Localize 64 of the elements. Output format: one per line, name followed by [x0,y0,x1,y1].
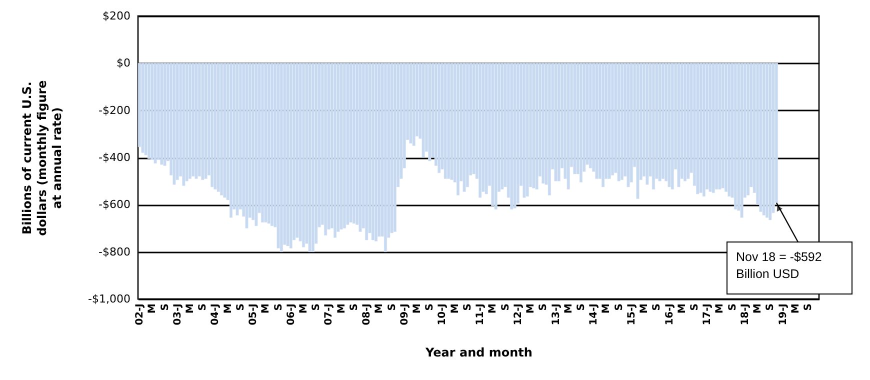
x-tick-label: 06-J [286,304,297,326]
annotation: Nov 18 = -$592 Billion USD [736,250,822,281]
x-tick-label: S [386,304,398,311]
x-tick-label: M [222,303,234,314]
x-tick-label: 07-J [324,304,335,326]
x-tick-label: M [488,303,499,314]
x-tick-label: 09-J [399,304,410,326]
x-tick-label: S [311,304,322,311]
x-tick-label: S [500,304,512,311]
x-tick-label: 03-J [172,304,184,326]
x-tick-label: S [198,304,209,311]
x-tick-label: M [601,303,612,314]
x-tick-label: S [538,304,550,311]
x-tick-label: M [790,303,802,314]
y-tick-label: -$1,000 [88,292,130,306]
x-tick-label: S [576,304,587,311]
x-tick-label: M [336,303,348,314]
y-tick-label: $200 [102,10,130,22]
x-tick-label: 11-J [475,304,486,326]
x-tick-label: 02-J [134,304,146,326]
x-tick-label: M [298,303,310,314]
x-tick-label: M [676,303,688,314]
x-tick-label: 14-J [588,304,600,326]
x-tick-label: M [752,303,764,314]
x-tick-label: S [462,304,474,311]
x-tick-label: 10-J [437,304,448,326]
x-tick-label: 18-J [740,304,751,326]
x-axis-title: Year and month [424,345,532,360]
x-tick-label: M [147,303,158,314]
x-tick-label: S [727,304,738,311]
x-tick-label: S [424,304,436,311]
x-tick-label: S [348,304,360,311]
y-axis-title: Billions of current U.S. dollars (monthly figure at annual rate) [20,80,64,236]
x-tick-label: M [450,303,461,314]
x-tick-label: M [412,303,424,314]
x-tick-label: 17-J [702,304,714,326]
x-tick-label: 19-J [778,304,789,326]
x-tick-label: S [652,304,663,311]
x-tick-label: S [689,304,700,311]
x-tick-label: M [260,303,272,314]
y-tick-label: -$400 [98,151,130,164]
x-tick-label: 05-J [248,304,260,326]
x-tick-label: S [614,304,625,311]
x-tick-label: S [273,304,284,311]
y-tick-label: $0 [116,56,130,70]
x-tick-label: M [563,303,574,314]
x-tick-label: M [374,303,386,314]
x-tick-label: S [160,304,171,311]
y-tick-label: -$200 [98,104,130,117]
x-tick-label: 12-J [512,304,524,326]
y-tick-label: -$800 [98,245,130,258]
x-tick-label: S [802,304,814,311]
x-tick-label: 04-J [210,304,222,326]
x-tick-label: M [526,303,537,314]
x-tick-label: S [235,304,246,311]
x-tick-label: M [639,303,650,314]
x-tick-label: M [184,303,196,314]
x-tick-label: 15-J [626,304,638,326]
x-tick-label: S [765,304,776,311]
x-tick-label: M [714,303,726,314]
x-tick-label: 16-J [664,304,676,326]
x-tick-label: 13-J [550,304,562,326]
x-tick-label: 08-J [362,304,373,326]
y-tick-label: -$600 [98,198,130,212]
